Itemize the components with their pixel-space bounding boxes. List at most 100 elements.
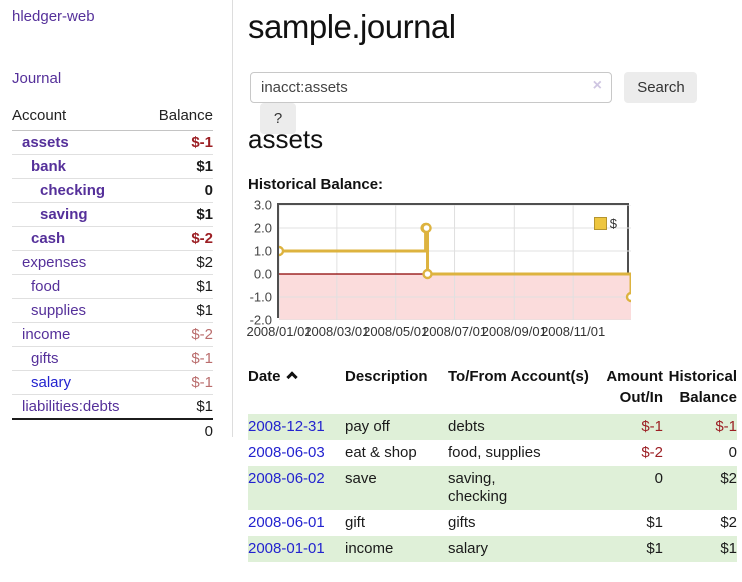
register-header-description: Description: [345, 368, 428, 385]
register-row: 2008-01-01 income salary $1 $1: [248, 536, 737, 562]
transaction-description: gift: [345, 514, 366, 531]
historical-balance-chart: $ 3.0 2.0 1.0 0.0 -1.0 -2.0 2008/01/01 2008/03/…: [244, 196, 742, 348]
account-balance: $-2: [191, 326, 213, 343]
transaction-balance: $-1: [715, 418, 737, 435]
transaction-balance: $2: [720, 514, 737, 531]
account-link[interactable]: liabilities:debts: [22, 398, 120, 415]
transaction-balance: 0: [728, 444, 737, 461]
x-axis-tick-label: 2008/05/01: [363, 324, 429, 339]
transaction-description: eat & shop: [345, 444, 417, 461]
register-header-balance: Historical Balance: [668, 368, 737, 406]
account-balance: $1: [196, 278, 213, 295]
page-title: sample.journal: [248, 8, 456, 45]
account-link[interactable]: salary: [31, 374, 72, 391]
account-row: cash $-2: [12, 226, 213, 251]
help-button[interactable]: ?: [260, 103, 296, 134]
transaction-balance: $1: [720, 540, 737, 557]
chart-svg: [279, 205, 631, 320]
accounts-table: Account Balance assets $-1 bank $1 checking 0…: [12, 103, 213, 443]
account-row: liabilities:debts $1: [12, 394, 213, 419]
y-axis-tick-label: 1.0: [253, 243, 272, 259]
account-link[interactable]: gifts: [31, 350, 59, 367]
account-link[interactable]: food: [31, 278, 61, 295]
account-balance: $-1: [191, 134, 213, 151]
account-balance: $-1: [191, 350, 213, 367]
sort-ascending-icon: [285, 371, 298, 383]
transaction-date-link[interactable]: 2008-06-03: [248, 444, 325, 461]
transaction-accounts: debts: [448, 418, 485, 435]
transaction-accounts: salary: [448, 540, 489, 557]
account-row: saving $1: [12, 202, 213, 227]
account-link[interactable]: income: [22, 326, 71, 343]
register-row: 2008-06-01 gift gifts $1 $2: [248, 510, 737, 536]
account-link[interactable]: cash: [31, 230, 66, 247]
transaction-date-link[interactable]: 2008-06-02: [248, 470, 325, 487]
register-header-accounts: To/From Account(s): [448, 368, 589, 385]
account-balance: $1: [196, 206, 213, 223]
account-link[interactable]: checking: [40, 182, 106, 199]
account-balance: $1: [196, 158, 213, 175]
transaction-amount: $-2: [641, 444, 663, 461]
account-balance: 0: [204, 182, 213, 199]
transaction-accounts: gifts: [448, 514, 476, 531]
sidebar: hledger-web Journal Account Balance asse…: [0, 0, 233, 443]
y-axis-tick-label: -1.0: [249, 289, 272, 305]
transaction-accounts: food, supplies: [448, 444, 541, 461]
account-row: food $1: [12, 274, 213, 299]
transaction-amount: $1: [646, 540, 663, 557]
transaction-date-link[interactable]: 2008-06-01: [248, 514, 325, 531]
account-balance: $-1: [191, 374, 213, 391]
transaction-description: save: [345, 470, 377, 487]
accounts-total-row: 0: [12, 418, 213, 443]
x-axis-tick-label: 2008/09/01: [481, 324, 547, 339]
transaction-amount: 0: [654, 470, 663, 487]
transaction-date-link[interactable]: 2008-01-01: [248, 540, 325, 557]
transaction-amount: $1: [646, 514, 663, 531]
search-input[interactable]: [250, 72, 612, 103]
transaction-description: income: [345, 540, 394, 557]
sidebar-item-journal[interactable]: Journal: [12, 70, 62, 87]
legend-label: $: [609, 216, 617, 231]
register-table: Date Description To/From Account(s) Amou…: [248, 366, 737, 562]
account-balance: $-2: [191, 230, 213, 247]
search-form: × Search ?: [250, 72, 742, 134]
account-link[interactable]: assets: [22, 134, 69, 151]
x-axis-tick-label: 2008/11/01: [541, 324, 606, 339]
account-row: supplies $1: [12, 298, 213, 323]
transaction-date-link[interactable]: 2008-12-31: [248, 418, 325, 435]
transaction-description: pay off: [345, 418, 390, 435]
account-row: assets $-1: [12, 131, 213, 155]
register-header-amount: Amount Out/In: [606, 368, 663, 406]
register-row: 2008-06-02 save saving, checking 0 $2: [248, 466, 737, 510]
search-button[interactable]: Search: [624, 72, 698, 103]
app-title-link[interactable]: hledger-web: [12, 8, 95, 25]
chart-plot-area: $: [277, 203, 631, 320]
x-axis-tick-label: 2008/01/01: [246, 324, 312, 339]
account-balance: $1: [196, 398, 213, 415]
register-header-date[interactable]: Date: [248, 366, 345, 414]
account-row: expenses $2: [12, 250, 213, 275]
y-axis-tick-label: 2.0: [253, 220, 272, 236]
x-axis-tick-label: 2008/03/01: [304, 324, 370, 339]
y-axis-tick-label: 0.0: [253, 266, 272, 282]
x-axis-tick-label: 2008/07/01: [421, 324, 488, 339]
clear-search-icon[interactable]: ×: [592, 77, 602, 94]
account-link[interactable]: bank: [31, 158, 67, 175]
account-balance: $1: [196, 302, 213, 319]
account-link[interactable]: saving: [40, 206, 88, 223]
account-link[interactable]: supplies: [31, 302, 87, 319]
chart-legend: $: [593, 216, 617, 231]
transaction-balance: $2: [720, 470, 737, 487]
y-axis-tick-label: -2.0: [249, 312, 272, 328]
account-balance: $2: [196, 254, 213, 271]
account-row: income $-2: [12, 322, 213, 347]
account-row: gifts $-1: [12, 346, 213, 371]
transaction-amount: $-1: [641, 418, 663, 435]
account-row: salary $-1: [12, 370, 213, 395]
account-heading: assets: [248, 124, 324, 154]
account-link[interactable]: expenses: [22, 254, 87, 271]
register-row: 2008-12-31 pay off debts $-1 $-1: [248, 414, 737, 440]
chart-title: Historical Balance:: [248, 176, 384, 193]
account-row: checking 0: [12, 178, 213, 203]
